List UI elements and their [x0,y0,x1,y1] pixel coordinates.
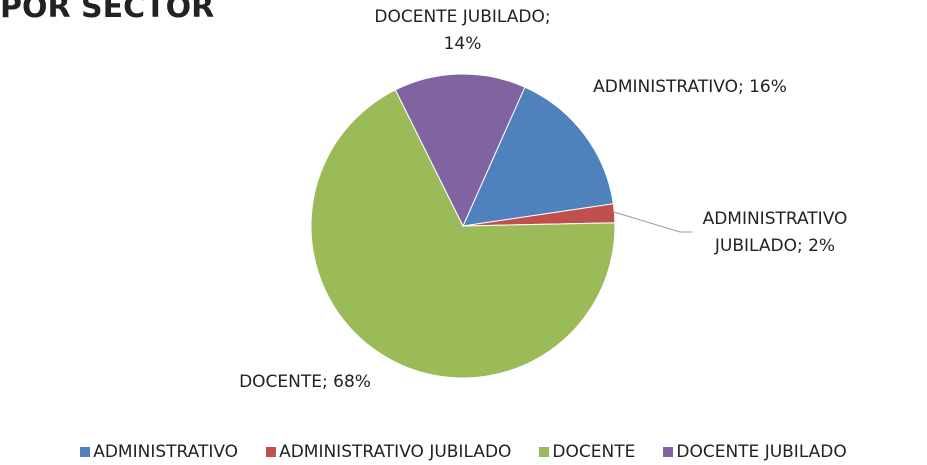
data-label: DOCENTE; 68% [239,372,371,392]
legend-label: ADMINISTRATIVO JUBILADO [279,442,512,462]
pie-slice [462,86,614,227]
legend-swatch [539,447,550,457]
legend-swatch [80,447,91,457]
legend-item: ADMINISTRATIVO JUBILADO [266,442,511,462]
data-label: ADMINISTRATIVO; 16% [593,77,787,97]
pie-slice [310,89,616,379]
legend-item: ADMINISTRATIVO [80,442,238,462]
data-label: DOCENTE JUBILADO; 14% [374,7,551,54]
legend-label: DOCENTE JUBILADO [676,442,847,462]
legend-item: DOCENTE [539,442,635,462]
legend-label: ADMINISTRATIVO [93,442,239,462]
legend-label: DOCENTE [552,442,636,462]
legend-swatch [266,447,277,457]
legend-item: DOCENTE JUBILADO [663,442,847,462]
chart-title: POR SECTOR [0,0,215,25]
pie-slice [394,73,526,228]
legend-swatch [663,447,674,457]
leader-line [613,211,692,233]
data-label: ADMINISTRATIVO JUBILADO; 2% [702,209,848,256]
legend: ADMINISTRATIVO ADMINISTRATIVO JUBILADO DOC… [0,442,927,462]
